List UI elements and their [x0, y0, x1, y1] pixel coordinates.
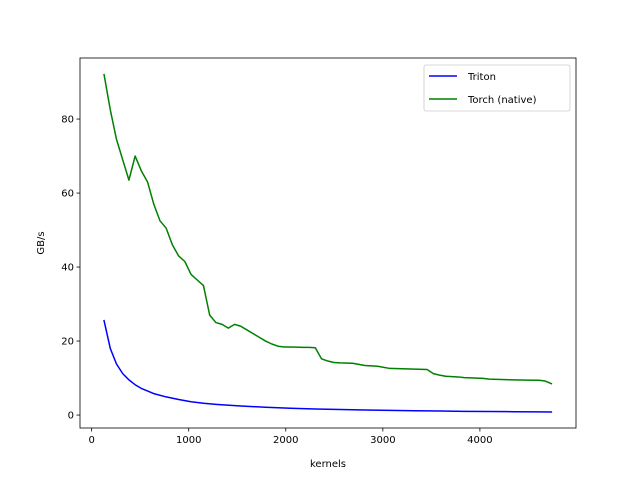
- x-tick-label: 1000: [176, 435, 201, 446]
- x-tick-label: 2000: [273, 435, 298, 446]
- y-tick-label: 80: [61, 115, 74, 126]
- legend-label-torch-native: Torch (native): [467, 95, 537, 106]
- legend: Triton Torch (native): [423, 64, 571, 112]
- y-tick-label: 0: [68, 411, 74, 422]
- x-tick-label: 4000: [467, 435, 492, 446]
- x-axis-label: kernels: [310, 459, 346, 470]
- series-line-triton: [103, 319, 553, 413]
- series-line-torch-native: [103, 73, 553, 385]
- plot-frame: [79, 57, 577, 429]
- plot-area: [79, 57, 577, 429]
- y-tick-label: 40: [61, 263, 74, 274]
- y-axis: 0 20 40 60 80: [61, 115, 80, 422]
- legend-box: [423, 64, 571, 112]
- x-tick-label: 0: [88, 435, 94, 446]
- x-tick-label: 3000: [370, 435, 395, 446]
- x-axis: 0 1000 2000 3000 4000: [88, 428, 493, 446]
- plot-background: [80, 58, 576, 428]
- legend-label-triton: Triton: [467, 72, 496, 83]
- y-axis-label: GB/s: [36, 231, 47, 254]
- y-tick-label: 20: [61, 337, 74, 348]
- series-layer: [103, 73, 553, 413]
- y-tick-label: 60: [61, 189, 74, 200]
